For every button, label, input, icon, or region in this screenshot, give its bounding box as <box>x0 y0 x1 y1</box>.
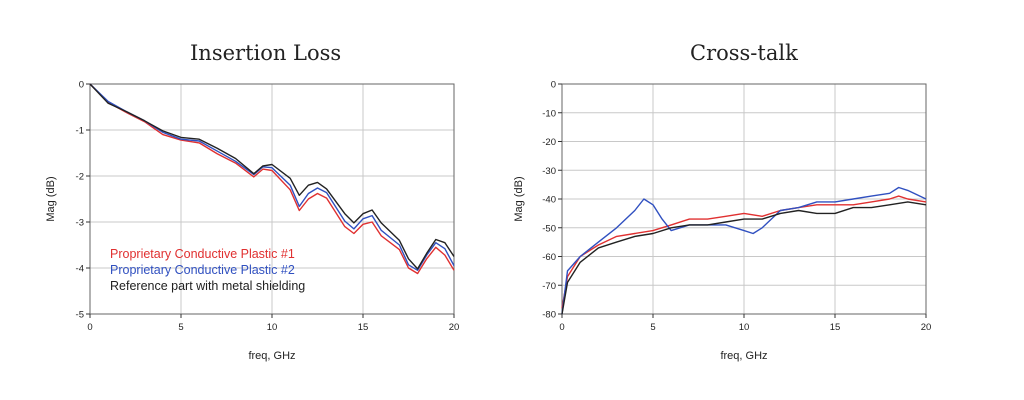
x-tick-label: 5 <box>178 322 183 333</box>
y-tick-label: -80 <box>542 310 556 321</box>
series-line-3 <box>89 83 455 270</box>
chart-title-insertion-loss: Insertion Loss <box>190 41 342 65</box>
y-tick-label: -60 <box>542 252 556 263</box>
series-line-3 <box>561 201 927 315</box>
y-tick-label: -4 <box>76 264 84 275</box>
series-line-2 <box>561 186 927 315</box>
x-tick-label: 10 <box>267 322 278 333</box>
x-tick-label: 15 <box>358 322 369 333</box>
y-tick-label: -70 <box>542 281 556 292</box>
y-tick-label: -3 <box>76 218 84 229</box>
series-line-2 <box>89 83 455 271</box>
x-axis-label: freq, GHz <box>248 350 295 362</box>
y-tick-label: -50 <box>542 223 556 234</box>
legend-entry-3: Reference part with metal shielding <box>110 279 305 293</box>
y-tick-label: -10 <box>542 108 556 119</box>
cross-talk-chart: 0 5 10 15 20 0 -10 -20 -30 -40 -50 -60 -70 -80 freq, G… <box>513 80 931 363</box>
series-line-1 <box>561 195 927 309</box>
series-line-1 <box>89 83 455 275</box>
y-tick-label: 0 <box>551 80 556 91</box>
x-tick-label: 0 <box>559 322 564 333</box>
y-tick-label: -30 <box>542 166 556 177</box>
y-tick-label: -20 <box>542 137 556 148</box>
y-tick-label: -1 <box>76 126 84 137</box>
x-tick-label: 20 <box>449 322 460 333</box>
x-tick-label: 10 <box>739 322 750 333</box>
x-tick-label: 20 <box>921 322 932 333</box>
y-axis-label: Mag (dB) <box>45 176 57 221</box>
chart-title-cross-talk: Cross-talk <box>690 41 798 65</box>
y-tick-label: -40 <box>542 195 556 206</box>
legend-entry-2: Proprietary Conductive Plastic #2 <box>110 263 295 277</box>
y-axis-label: Mag (dB) <box>513 176 525 221</box>
y-tick-label: -5 <box>76 310 84 321</box>
y-tick-label: -2 <box>76 172 84 183</box>
x-axis-label: freq, GHz <box>720 350 767 362</box>
legend-entry-1: Proprietary Conductive Plastic #1 <box>110 247 295 261</box>
y-tick-label: 0 <box>79 80 84 91</box>
x-tick-label: 5 <box>650 322 655 333</box>
x-tick-label: 15 <box>830 322 841 333</box>
insertion-loss-chart: 0 5 10 15 20 0 -1 -2 -3 -4 -5 freq, GHz Mag (dB) Prop… <box>45 80 459 363</box>
x-tick-label: 0 <box>87 322 92 333</box>
